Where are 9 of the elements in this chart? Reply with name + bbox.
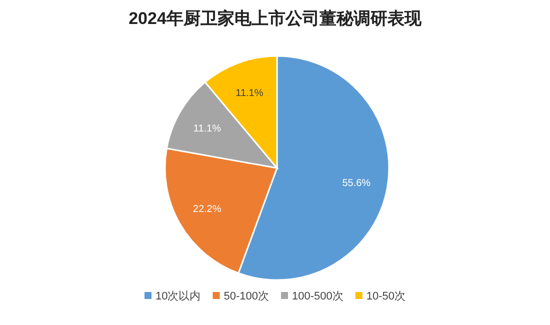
data-label: 11.1% — [193, 124, 222, 135]
chart-title: 2024年厨卫家电上市公司董秘调研表现 — [128, 9, 422, 28]
data-label: 55.6% — [342, 178, 371, 190]
data-label: 11.1% — [236, 88, 264, 100]
data-label: 22.2% — [192, 204, 222, 216]
legend-label: 50-100次 — [224, 290, 269, 302]
legend-label: 100-500次 — [292, 290, 344, 302]
legend-label: 10-50次 — [366, 290, 406, 302]
legend-label: 10次以内 — [155, 290, 201, 302]
